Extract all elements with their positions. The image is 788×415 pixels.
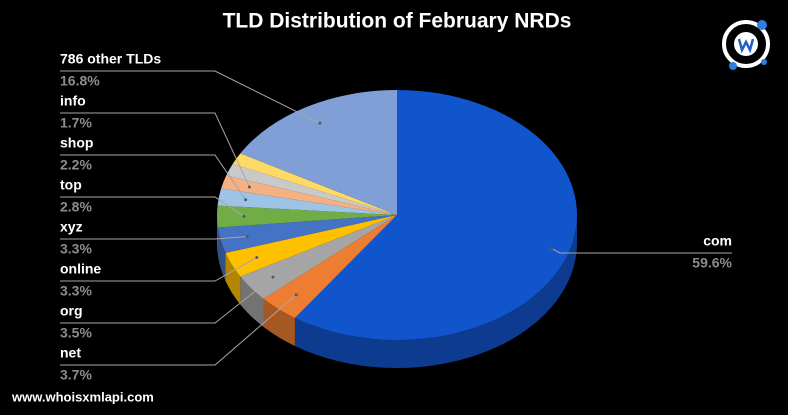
- source: www.whoisxmlapi.com: [11, 389, 154, 404]
- slice: [225, 215, 397, 277]
- leader-line: [60, 154, 247, 200]
- leader-dot: [255, 256, 259, 260]
- value-label: 3.3%: [60, 283, 92, 299]
- pie-sides: [217, 215, 577, 369]
- slice: [216, 205, 397, 228]
- leader-dot: [318, 121, 322, 125]
- category-label: info: [60, 93, 86, 109]
- value-label: 1.7%: [60, 115, 92, 131]
- slice: [263, 215, 397, 318]
- leader-dot: [247, 185, 251, 189]
- category-label: 786 other TLDs: [60, 51, 161, 67]
- logo-dot: [757, 20, 767, 30]
- value-label: 3.3%: [60, 241, 92, 257]
- slice: [217, 188, 397, 215]
- logo: [722, 20, 770, 70]
- leader-line: [60, 196, 245, 217]
- slice: [240, 215, 397, 299]
- slice-side: [225, 252, 241, 305]
- slice-side: [240, 276, 264, 327]
- slice: [221, 175, 397, 215]
- logo-ring: [722, 20, 770, 68]
- slice: [240, 90, 397, 215]
- pie-tops: [216, 90, 577, 341]
- value-label: 59.6%: [692, 255, 732, 271]
- category-label: online: [60, 261, 101, 277]
- leader-line: [60, 236, 248, 240]
- value-label: 2.2%: [60, 157, 92, 173]
- leader-dot: [242, 214, 246, 218]
- value-label: 2.8%: [60, 199, 92, 215]
- chart-title: TLD Distribution of February NRDs: [223, 10, 572, 33]
- category-label: xyz: [60, 219, 83, 235]
- leader-dot: [271, 275, 275, 279]
- value-label: 3.7%: [60, 367, 92, 383]
- leader-line: [60, 112, 250, 188]
- value-label: 3.5%: [60, 325, 92, 341]
- slice: [217, 215, 397, 253]
- category-label: net: [60, 345, 81, 361]
- slice-side: [294, 215, 577, 369]
- slice: [232, 153, 397, 215]
- slice-side: [217, 227, 226, 281]
- leader-line: [60, 257, 258, 282]
- leader-dot: [550, 246, 554, 250]
- slice: [226, 163, 397, 215]
- category-label: top: [60, 177, 82, 193]
- leader-dot: [245, 235, 249, 239]
- slice-side: [217, 215, 218, 256]
- logo-dot: [729, 62, 737, 70]
- leader-line: [60, 70, 321, 124]
- leader-dot: [244, 198, 248, 202]
- logo-dot: [761, 59, 767, 65]
- value-label: 16.8%: [60, 73, 100, 89]
- slice-side: [263, 298, 295, 346]
- leader-line: [60, 294, 297, 366]
- slice: [294, 90, 577, 341]
- category-label: com: [703, 233, 732, 249]
- logo-w: [737, 38, 755, 54]
- leader-line: [60, 276, 274, 324]
- category-label: shop: [60, 135, 93, 151]
- leader-line: [551, 247, 732, 254]
- category-label: org: [60, 303, 83, 319]
- leader-dot: [294, 293, 298, 297]
